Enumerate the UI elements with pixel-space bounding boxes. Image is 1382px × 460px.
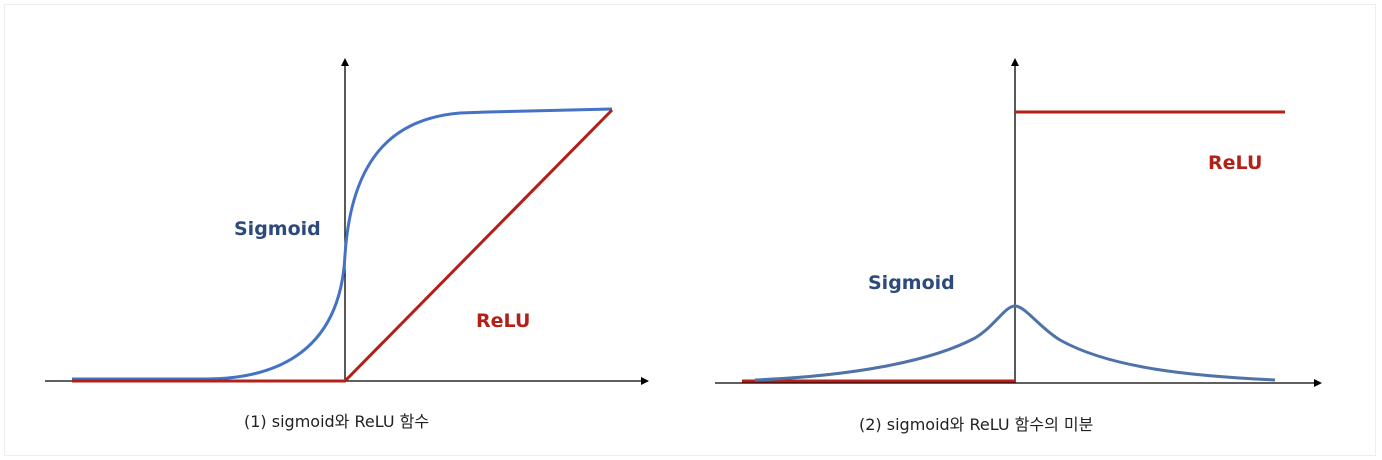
- right-sigmoid-label: Sigmoid: [868, 272, 955, 294]
- left-sigmoid-label: Sigmoid: [234, 218, 321, 240]
- right-caption: (2) sigmoid와 ReLU 함수의 미분: [859, 415, 1093, 434]
- figure-frame: [4, 4, 1376, 456]
- relu-line: [72, 108, 614, 383]
- left-panel: Sigmoid ReLU (1) sigmoid와 ReLU 함수: [45, 58, 649, 431]
- sigmoid-curve: [72, 107, 613, 381]
- left-relu-label: ReLU: [476, 310, 530, 332]
- right-panel: Sigmoid ReLU (2) sigmoid와 ReLU 함수의 미분: [715, 58, 1322, 434]
- sigmoid-derivative-curve: [754, 304, 1276, 382]
- left-caption: (1) sigmoid와 ReLU 함수: [244, 412, 429, 431]
- right-relu-label: ReLU: [1208, 152, 1262, 174]
